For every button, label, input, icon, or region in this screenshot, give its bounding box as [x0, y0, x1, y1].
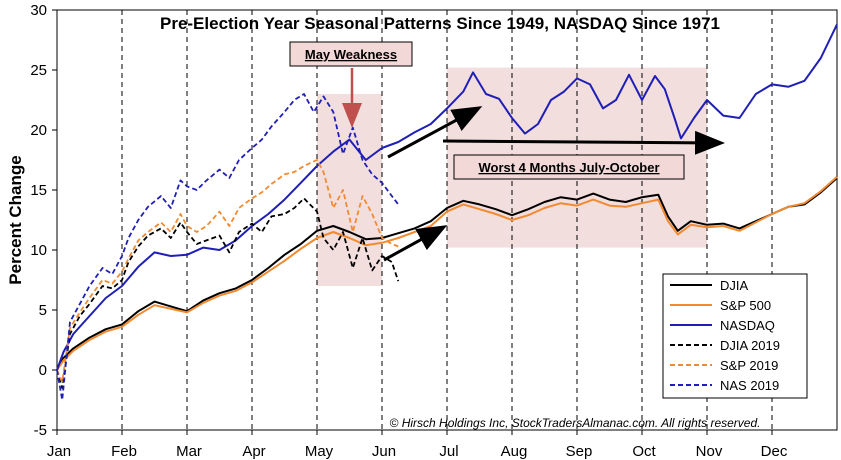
series-line-djia: [56, 177, 838, 371]
x-tick-label: Aug: [501, 443, 528, 460]
legend-label: DJIA 2019: [720, 338, 780, 353]
y-tick-label: 15: [30, 182, 47, 199]
x-tick-label: Nov: [696, 443, 723, 460]
series-line-nas-2019: [56, 93, 400, 401]
x-tick-label: Oct: [632, 443, 656, 460]
legend-label: NASDAQ: [720, 318, 775, 333]
legend-label: S&P 2019: [720, 358, 778, 373]
y-tick-label: 25: [30, 62, 47, 79]
worst-months-label: Worst 4 Months July-October: [453, 154, 685, 180]
x-tick-label: Feb: [111, 443, 137, 460]
series-lines: [56, 23, 838, 401]
x-tick-label: Dec: [761, 443, 788, 460]
series-line-djia-2019: [56, 197, 400, 389]
x-tick-label: Jun: [372, 443, 396, 460]
worst-months-text: Worst 4 Months July-October: [478, 160, 659, 175]
x-axis-ticks: Jan Feb Mar Apr May Jun Jul Aug Sep Oct Nov Dec: [47, 430, 788, 460]
nasdaq-summer-arrow: [387, 106, 483, 159]
may-weakness-text: May Weakness: [305, 47, 397, 62]
x-tick-label: Mar: [176, 443, 202, 460]
x-tick-label: Jul: [439, 443, 458, 460]
x-tick-label: Jan: [47, 443, 71, 460]
series-line-s-p-2019: [56, 159, 399, 383]
y-tick-label: -5: [34, 422, 47, 439]
y-tick-label: 0: [39, 362, 47, 379]
x-tick-label: Sep: [566, 443, 593, 460]
x-tick-label: Apr: [242, 443, 265, 460]
summer-flat-arrow: [442, 130, 725, 155]
legend: DJIA S&P 500 NASDAQ DJIA 2019 S&P 2019 NAS 20…: [662, 273, 808, 399]
y-tick-label: 20: [30, 122, 47, 139]
legend-label: DJIA: [720, 278, 749, 293]
djia-summer-arrow: [383, 225, 448, 262]
trend-arrows: [342, 68, 725, 262]
y-tick-label: 10: [30, 242, 47, 259]
copyright-notice: © Hirsch Holdings Inc, StockTradersAlman…: [390, 416, 761, 430]
y-axis-label: Percent Change: [6, 155, 25, 284]
chart-title: Pre-Election Year Seasonal Patterns Sinc…: [160, 14, 720, 33]
x-tick-label: May: [305, 443, 334, 460]
legend-label: S&P 500: [720, 298, 771, 313]
y-axis-ticks: -5 0 5 10 15 20 25 30: [30, 2, 57, 439]
y-tick-label: 30: [30, 2, 47, 19]
may-weakness-label: May Weakness: [289, 41, 413, 67]
legend-label: NAS 2019: [720, 378, 779, 393]
y-tick-label: 5: [39, 302, 47, 319]
series-line-s-p-500: [56, 176, 838, 371]
series-line-nasdaq: [56, 23, 838, 371]
